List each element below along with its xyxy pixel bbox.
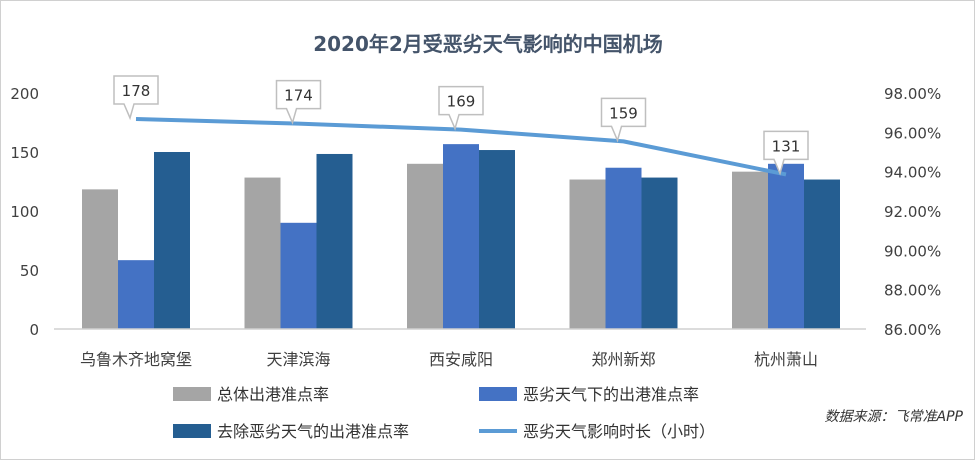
left-axis-tick-label: 50 <box>20 262 39 280</box>
right-axis-tick-label: 94.00% <box>884 164 941 182</box>
bar <box>804 179 840 329</box>
bar <box>280 222 317 329</box>
data-label-callout <box>275 79 322 125</box>
bar <box>605 167 642 329</box>
bar <box>316 153 353 329</box>
left-axis-tick-label: 100 <box>10 203 39 221</box>
bar <box>407 163 443 329</box>
chart-title: 2020年2月受恶劣天气影响的中国机场 <box>313 32 663 56</box>
data-label: 131 <box>772 137 801 155</box>
right-axis-tick-label: 98.00% <box>884 85 941 103</box>
right-axis-tick-label: 96.00% <box>884 124 941 142</box>
legend-label: 恶劣天气下的出港准点率 <box>523 385 699 404</box>
bar <box>443 144 479 329</box>
data-label-callout <box>763 130 809 176</box>
left-axis-tick-label: 0 <box>29 321 39 339</box>
legend-label: 总体出港准点率 <box>217 385 329 404</box>
bar <box>732 171 768 329</box>
data-label: 159 <box>609 104 638 122</box>
line-series <box>135 116 787 177</box>
left-axis-tick-label: 200 <box>10 85 39 103</box>
right-axis-tick-label: 86.00% <box>884 321 941 339</box>
data-label: 178 <box>122 82 151 100</box>
data-label: 174 <box>284 87 313 105</box>
category-label: 郑州新郑 <box>591 350 655 369</box>
bar <box>569 179 606 329</box>
right-axis-tick-label: 90.00% <box>884 242 941 260</box>
bar <box>118 260 154 329</box>
right-axis-tick-label: 88.00% <box>884 282 941 300</box>
category-label: 西安咸阳 <box>429 350 493 369</box>
source-note: 数据来源：飞常准APP <box>825 409 964 425</box>
right-axis-tick-label: 92.00% <box>884 203 941 221</box>
category-label: 杭州萧山 <box>754 350 818 369</box>
bar <box>641 177 678 329</box>
bar <box>154 152 190 329</box>
data-label: 169 <box>447 93 476 111</box>
bar <box>479 150 515 329</box>
bar <box>768 163 804 329</box>
legend-label: 恶劣天气影响时长（小时） <box>523 422 715 441</box>
legend-swatch <box>479 387 517 401</box>
category-label: 乌鲁木齐地窝堡 <box>80 350 192 369</box>
legend-label: 去除恶劣天气的出港准点率 <box>217 422 409 441</box>
left-axis-tick-label: 150 <box>10 144 39 162</box>
category-label: 天津滨海 <box>266 350 330 369</box>
data-label-callout <box>600 97 647 143</box>
data-label-callout <box>438 85 484 131</box>
bar <box>244 177 281 329</box>
data-label-callout <box>113 75 159 121</box>
legend-swatch <box>173 387 211 401</box>
bar <box>82 189 118 329</box>
legend-swatch <box>173 424 211 438</box>
